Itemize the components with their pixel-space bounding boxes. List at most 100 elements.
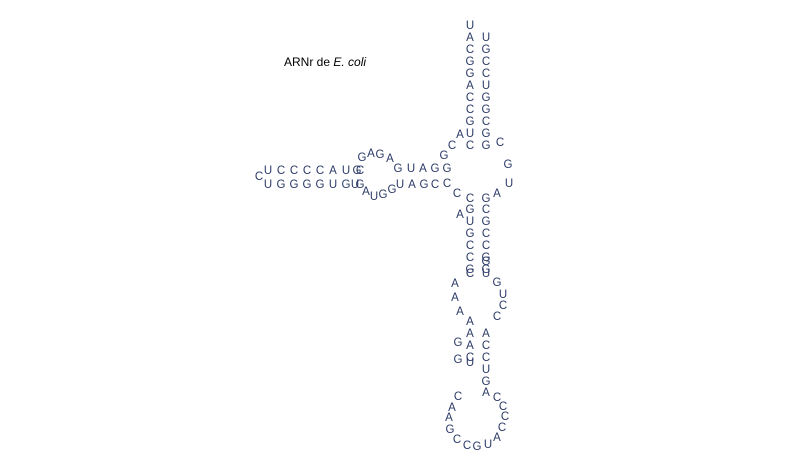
nucleotide: U — [407, 163, 415, 175]
nucleotide: G — [356, 179, 365, 191]
nucleotide: G — [420, 179, 429, 191]
nucleotide: U — [499, 289, 507, 301]
nucleotide: C — [482, 352, 490, 364]
nucleotide: C — [290, 165, 298, 177]
nucleotide: C — [493, 311, 501, 323]
nucleotide: A — [482, 387, 490, 399]
left-arm-terminal: C — [255, 171, 263, 183]
nucleotide: A — [466, 316, 474, 328]
nucleotide: U — [484, 439, 492, 451]
nucleotide: C — [466, 104, 474, 116]
nucleotide: C — [454, 391, 462, 403]
nucleotide: A — [466, 80, 474, 92]
nucleotide: A — [456, 306, 464, 318]
nucleotide: G — [466, 228, 475, 240]
diagram-title: ARNr de E. coli — [284, 55, 366, 69]
nucleotide: G — [431, 163, 440, 175]
nucleotide: C — [463, 440, 471, 452]
nucleotide: G — [482, 140, 491, 152]
nucleotide: U — [505, 178, 513, 190]
nucleotide: C — [277, 165, 285, 177]
nucleotide: U — [351, 179, 359, 191]
nucleotide: C — [482, 116, 490, 128]
nucleotide: A — [466, 32, 474, 44]
nucleotide: C — [466, 352, 474, 364]
nucleotide: U — [482, 268, 490, 280]
nucleotide: C — [501, 411, 509, 423]
nucleotide: U — [466, 357, 474, 369]
nucleotide: G — [482, 193, 491, 205]
nucleotide: G — [379, 189, 388, 201]
nucleotide: C — [466, 92, 474, 104]
nucleotide: G — [482, 128, 491, 140]
nucleotide: C — [498, 422, 506, 434]
title-prefix: ARNr de — [284, 55, 333, 69]
nucleotide: G — [394, 163, 403, 175]
nucleotide: G — [493, 277, 502, 289]
nucleotide: C — [356, 165, 364, 177]
nucleotide: C — [431, 179, 439, 191]
nucleotide: C — [499, 300, 507, 312]
nucleotide: A — [466, 328, 474, 340]
nucleotide: G — [290, 179, 299, 191]
nucleotide: A — [493, 432, 501, 444]
nucleotide: A — [493, 188, 501, 200]
nucleotide: G — [353, 165, 362, 177]
nucleotide: G — [440, 150, 449, 162]
nucleotide: A — [466, 340, 474, 352]
nucleotide: U — [482, 32, 490, 44]
nucleotide: G — [482, 44, 491, 56]
nucleotide: C — [466, 193, 474, 205]
nucleotide: A — [448, 402, 456, 414]
nucleotide: U — [482, 80, 490, 92]
nucleotide: C — [482, 340, 490, 352]
nucleotide: A — [386, 153, 394, 165]
nucleotide: G — [316, 179, 325, 191]
nucleotide: U — [342, 165, 350, 177]
nucleotide: G — [446, 424, 455, 436]
nucleotide: C — [466, 252, 474, 264]
nucleotide: A — [419, 163, 427, 175]
nucleotide: A — [445, 412, 453, 424]
nucleotide: G — [482, 104, 491, 116]
nucleotide: C — [453, 188, 461, 200]
left-arm-upper-strand: U C C C C A U GC — [264, 165, 364, 177]
title-organism: E. coli — [333, 55, 366, 69]
nucleotide: G — [482, 252, 491, 264]
nucleotide: A — [362, 186, 370, 198]
nucleotide: C — [448, 140, 456, 152]
nucleotide: C — [303, 165, 311, 177]
nucleotide: G — [504, 159, 513, 171]
nucleotide: C — [482, 240, 490, 252]
nucleotide: G — [358, 152, 367, 164]
nucleotide: C — [466, 268, 474, 280]
central-loop-upper-left: ACG — [440, 129, 465, 162]
nucleotide: U — [466, 216, 474, 228]
nucleotide: U — [466, 20, 474, 32]
internal-loop-left: AAA — [451, 278, 464, 318]
nucleotide: A — [451, 278, 459, 290]
nucleotide: G — [473, 441, 482, 453]
nucleotide: U — [482, 364, 490, 376]
nucleotide: A — [367, 148, 375, 160]
nucleotide: G — [277, 179, 286, 191]
nucleotide: U — [370, 191, 378, 203]
nucleotide: G — [466, 204, 475, 216]
nucleotide: G — [482, 92, 491, 104]
nucleotide: C — [255, 171, 263, 183]
nucleotide: A — [456, 209, 464, 221]
nucleotide: C — [493, 392, 501, 404]
nucleotide: C — [499, 401, 507, 413]
